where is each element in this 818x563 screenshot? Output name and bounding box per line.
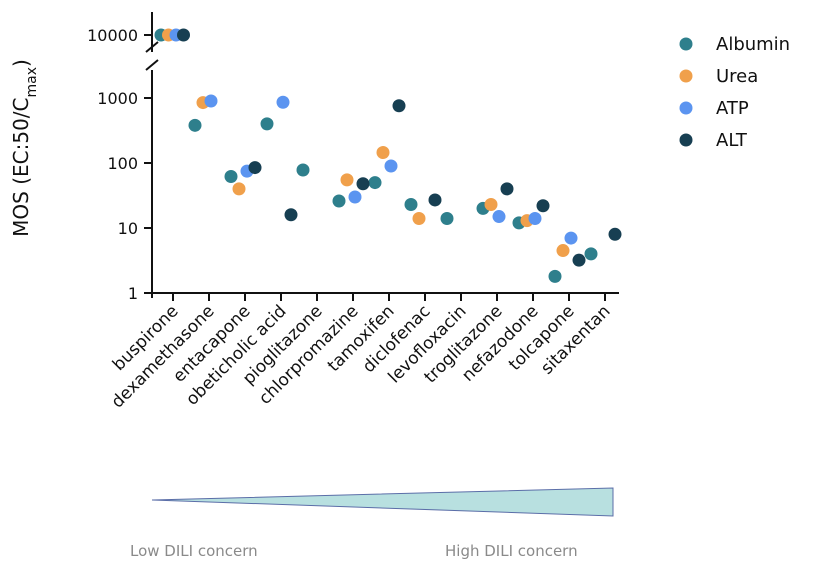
data-point-albumin bbox=[332, 194, 346, 208]
axis-break-mark-lower bbox=[145, 59, 159, 71]
y-axis-title-close: ) bbox=[9, 59, 33, 67]
data-point-albumin bbox=[188, 118, 202, 132]
data-point-atp bbox=[384, 159, 398, 173]
data-point-alt bbox=[500, 182, 514, 196]
data-point-atp bbox=[564, 231, 578, 245]
data-point-alt bbox=[608, 227, 622, 241]
data-point-atp bbox=[528, 212, 542, 226]
data-point-albumin bbox=[260, 117, 274, 131]
y-axis-title-subscript: max bbox=[24, 67, 40, 98]
data-point-alt bbox=[284, 208, 298, 222]
x-axis: buspironedexamethasoneentacaponeobeticho… bbox=[108, 292, 619, 412]
dili-concern-scale: Low DILI concern High DILI concern bbox=[130, 487, 614, 560]
legend-label: ATP bbox=[716, 98, 749, 119]
legend: Albumin Urea ATP ALT bbox=[679, 34, 790, 151]
legend-label: Urea bbox=[716, 66, 758, 87]
data-point-albumin bbox=[548, 269, 562, 283]
legend-marker bbox=[679, 101, 693, 115]
data-point-urea bbox=[340, 173, 354, 187]
data-point-atp bbox=[276, 95, 290, 109]
data-point-urea bbox=[376, 146, 390, 160]
data-point-urea bbox=[484, 197, 498, 211]
y-tick-label: 10000 bbox=[87, 26, 138, 45]
data-point-urea bbox=[556, 244, 570, 258]
data-point-atp bbox=[204, 94, 218, 108]
data-point-albumin bbox=[404, 197, 418, 211]
y-axis-title: MOS (EC:50/Cmax) bbox=[9, 59, 40, 237]
data-point-albumin bbox=[368, 176, 382, 190]
data-point-urea bbox=[232, 182, 246, 196]
y-axis: 1 10 100 1000 10000 bbox=[87, 12, 159, 303]
y-tick-label: 1000 bbox=[97, 89, 138, 108]
data-point-alt bbox=[177, 28, 190, 42]
y-tick-label: 10 bbox=[118, 219, 138, 238]
data-point-alt bbox=[536, 199, 550, 213]
y-tick-label: 100 bbox=[107, 154, 138, 173]
data-points bbox=[154, 28, 622, 283]
dili-low-label: Low DILI concern bbox=[130, 542, 258, 560]
legend-label: Albumin bbox=[716, 34, 790, 55]
data-point-atp bbox=[492, 210, 506, 224]
data-point-albumin bbox=[440, 212, 454, 226]
data-point-alt bbox=[356, 177, 370, 191]
data-point-urea bbox=[412, 212, 426, 226]
data-point-atp bbox=[348, 190, 362, 204]
dili-high-label: High DILI concern bbox=[445, 542, 578, 560]
y-tick-label: 1 bbox=[128, 284, 138, 303]
y-axis-title-main: MOS (EC:50/C bbox=[9, 97, 33, 236]
data-point-alt bbox=[572, 253, 586, 267]
data-point-albumin bbox=[296, 163, 310, 177]
data-point-alt bbox=[248, 161, 262, 175]
data-point-alt bbox=[428, 193, 442, 207]
legend-marker bbox=[679, 37, 693, 51]
data-point-albumin bbox=[224, 169, 238, 183]
axis-break-mark-upper bbox=[145, 41, 159, 53]
legend-marker bbox=[679, 133, 693, 147]
legend-label: ALT bbox=[716, 130, 748, 151]
legend-marker bbox=[679, 69, 693, 83]
data-point-alt bbox=[392, 99, 406, 113]
data-point-albumin bbox=[584, 247, 598, 261]
dili-gradient-wedge bbox=[151, 487, 614, 517]
